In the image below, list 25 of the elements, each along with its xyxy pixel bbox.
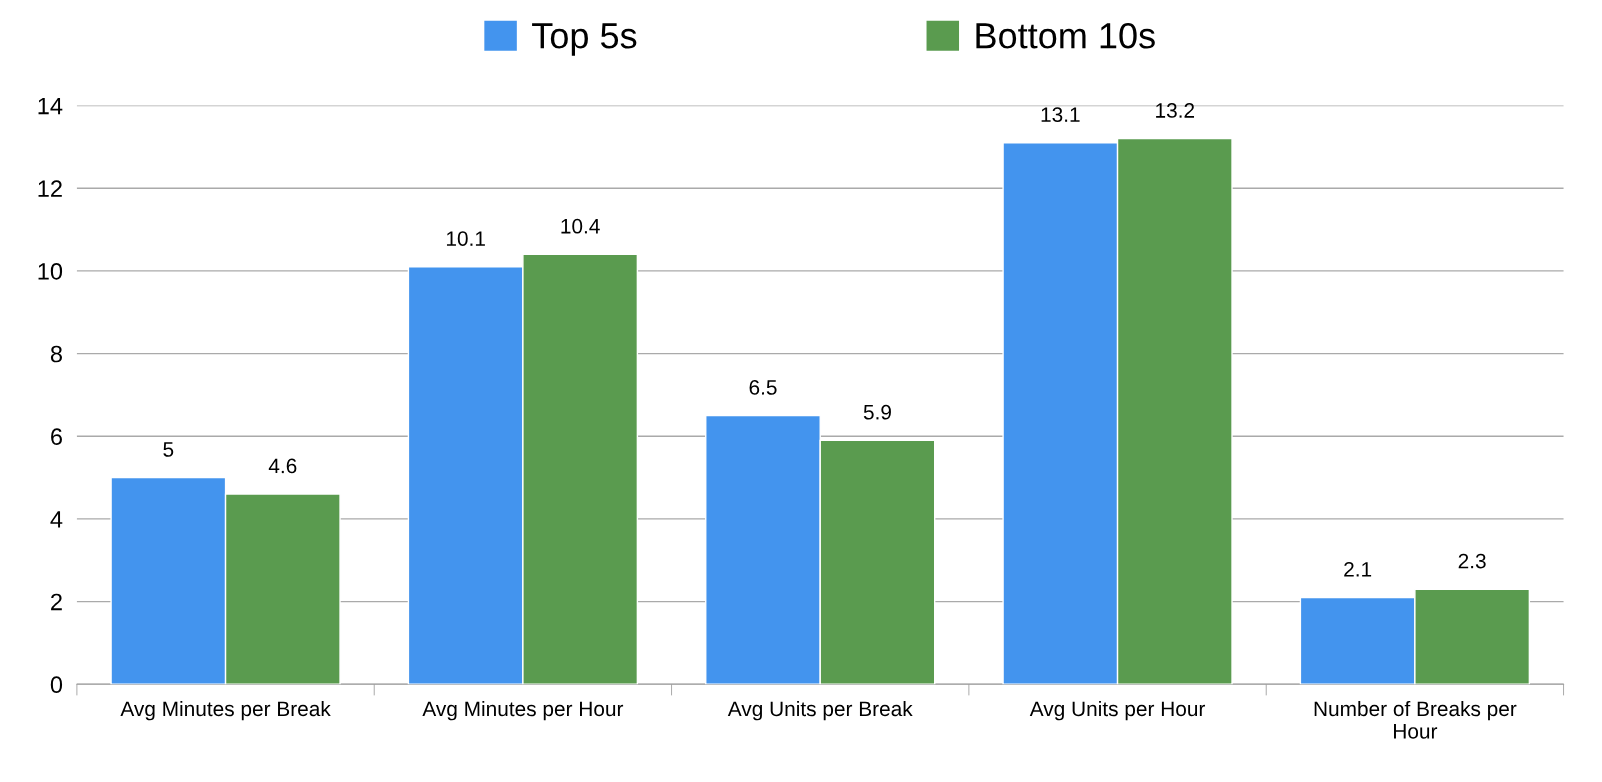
data-label: 6.5 xyxy=(749,380,777,395)
legend-label: Top 5s xyxy=(532,23,637,56)
x-tick-label: Avg Units per Break xyxy=(727,700,913,721)
y-tick-label: 2 xyxy=(51,593,62,611)
x-tick-label: Number of Breaks per Hour xyxy=(1314,700,1517,739)
y-tick-label: 12 xyxy=(38,180,62,197)
y-tick-label: 0 xyxy=(50,676,63,694)
data-label: 10.1 xyxy=(446,231,485,246)
y-tick-label: 4 xyxy=(50,511,63,528)
y-tick-label: 14 xyxy=(38,97,63,115)
y-tick-label: 6 xyxy=(51,428,62,446)
x-tick-label: Avg Minutes per Break xyxy=(120,700,331,721)
data-label: 5.9 xyxy=(863,404,891,420)
x-tick-label: Avg Minutes per Hour xyxy=(422,700,624,721)
legend-label: Bottom 10s xyxy=(976,23,1155,49)
y-tick-label: 10 xyxy=(38,262,63,280)
data-label: 5 xyxy=(163,442,174,457)
data-label: 10.4 xyxy=(561,218,600,234)
data-label: 2.1 xyxy=(1344,561,1372,577)
data-label: 13.2 xyxy=(1156,103,1195,118)
y-tick-label: 8 xyxy=(50,345,62,363)
data-label: 2.3 xyxy=(1458,553,1486,569)
data-label: 13.1 xyxy=(1041,107,1080,122)
data-label: 4.6 xyxy=(268,458,297,474)
x-tick-label: Avg Units per Hour xyxy=(1029,700,1206,721)
